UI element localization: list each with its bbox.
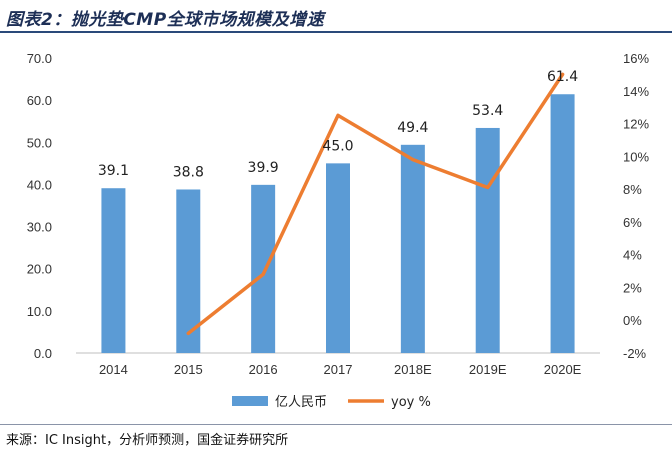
y-left-tick-label: 30.0 [27,220,52,235]
chart-title: 图表2：抛光垫CMP全球市场规模及增速 [6,10,325,30]
x-tick-label: 2019E [469,362,507,377]
bar-value-label: 39.1 [98,163,129,179]
y-left-tick-label: 50.0 [27,135,52,150]
bar-value-label: 38.8 [173,164,204,180]
bar-value-label: 45.0 [322,138,353,154]
y-right-tick-label: 12% [623,117,649,132]
bar-value-label: 53.4 [472,103,503,119]
bar [550,94,575,353]
y-right-tick-label: 10% [623,149,649,164]
x-tick-label: 2017 [324,362,353,377]
bar [251,184,276,353]
y-right-tick-label: 14% [623,84,649,99]
chart: 0.0 10.0 20.0 30.0 40.0 50.0 60.0 70.0 -2% 0% 2% 4%… [27,51,650,410]
footer-divider [0,424,672,425]
y-right-tick-label: 6% [623,215,642,230]
bar [400,144,425,353]
bar [475,127,500,353]
bar-value-label: 39.9 [248,160,279,176]
y-left-tick-label: 0.0 [34,346,52,361]
y-left-tick-label: 40.0 [27,177,52,192]
bar [326,163,350,353]
title-bar: 图表2：抛光垫CMP全球市场规模及增速 [0,0,672,34]
bar [101,188,126,353]
x-tick-label: 2020E [544,362,582,377]
x-tick-label: 2018E [394,362,432,377]
bar-value-label: 61.4 [547,69,578,85]
y-right-tick-label: 4% [623,248,642,263]
y-right-tick-label: 16% [623,51,649,66]
legend-label-bar: 亿人民币 [275,395,327,410]
y-left-tick-label: 70.0 [27,51,52,66]
x-tick-label: 2015 [174,362,203,377]
x-tick-label: 2016 [249,362,278,377]
title-divider [0,31,672,33]
y-left-tick-label: 10.0 [27,304,52,319]
y-right-tick-label: 2% [623,280,642,295]
legend-swatch-bar [232,396,268,406]
y-left-tick-label: 60.0 [27,93,52,108]
x-tick-label: 2014 [99,362,128,377]
y-right-tick-label: 0% [623,313,642,328]
y-right-tick-label: 8% [623,182,642,197]
yoy-line [186,72,565,336]
y-left-tick-label: 20.0 [27,262,52,277]
source-note: 来源：IC Insight，分析师预测，国金证券研究所 [6,433,289,448]
legend-label-line: yoy % [391,395,431,410]
y-right-tick-label: -2% [623,346,647,361]
bar-value-label: 49.4 [397,120,428,136]
